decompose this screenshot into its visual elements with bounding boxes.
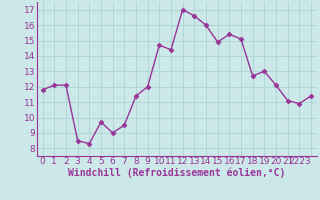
X-axis label: Windchill (Refroidissement éolien,°C): Windchill (Refroidissement éolien,°C) [68, 168, 285, 178]
